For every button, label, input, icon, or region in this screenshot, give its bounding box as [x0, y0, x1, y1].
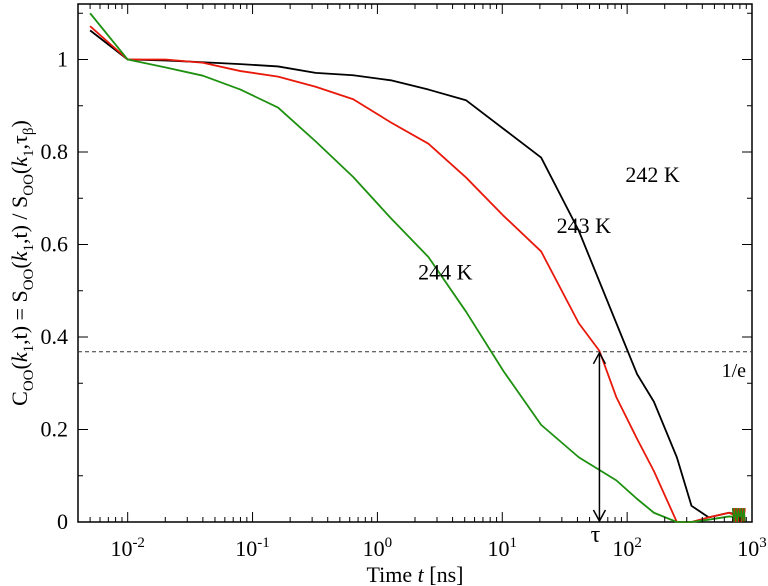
- x-tick-label: 101: [488, 535, 518, 561]
- y-tick-label: 0.8: [41, 139, 69, 164]
- x-tick-label: 10-2: [110, 535, 145, 561]
- series-layer: [89, 12, 746, 523]
- y-tick-label: 0: [57, 509, 68, 534]
- y-tick-label: 0.6: [41, 232, 69, 257]
- y-axis-label: COO(k1,t) = SOO(k1,t) / SOO(k1,τβ): [7, 120, 37, 406]
- label-layer: Time t [ns] COO(k1,t) = SOO(k1,t) / SOO(k…: [7, 120, 680, 586]
- axis-layer: 10-2 10-1 100 101 102 103 0 0.2 0.4 0.6 0.8 1: [41, 4, 767, 561]
- annotation-layer: τ: [591, 351, 607, 548]
- x-axis-label: Time t [ns]: [367, 562, 464, 586]
- x-tick-label: 103: [737, 535, 767, 561]
- tau-label: τ: [591, 522, 601, 548]
- tau-arrowhead-up: [592, 351, 607, 365]
- series-line-242-K: [89, 29, 741, 519]
- plot-frame: [77, 3, 753, 523]
- series-tail-244-K: [732, 508, 746, 523]
- series-line-244-K: [89, 12, 740, 523]
- y-tick-label: 0.2: [41, 417, 69, 442]
- reference-layer: 1/e: [78, 351, 752, 382]
- series-label: 243 K: [557, 213, 612, 238]
- series-line-243-K: [89, 25, 741, 523]
- y-tick-label: 0.4: [41, 324, 69, 349]
- x-tick-label: 10-1: [235, 535, 270, 561]
- series-label: 244 K: [418, 259, 473, 284]
- y-tick-label: 1: [57, 47, 68, 72]
- x-tick-label: 102: [612, 535, 642, 561]
- x-tick-label: 100: [363, 535, 393, 561]
- reference-line-label: 1/e: [722, 360, 747, 382]
- series-label: 242 K: [625, 162, 680, 187]
